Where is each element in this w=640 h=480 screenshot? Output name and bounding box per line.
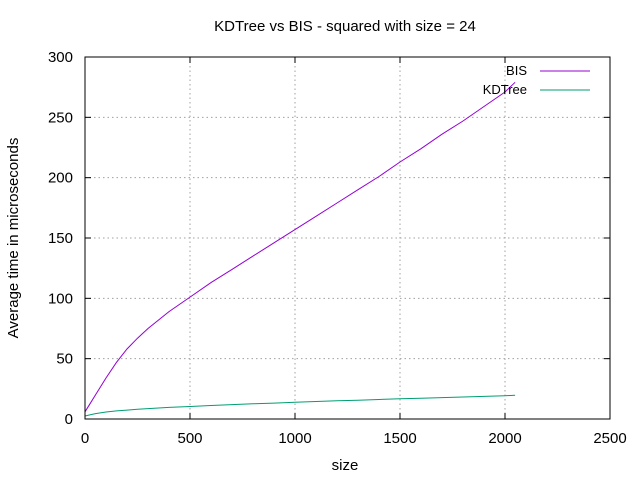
series-line-kdtree bbox=[84, 394, 516, 417]
chart-title: KDTree vs BIS - squared with size = 24 bbox=[214, 18, 476, 35]
legend-label-bis: BIS bbox=[506, 63, 527, 78]
x-tick-label: 2500 bbox=[593, 430, 626, 447]
grid bbox=[85, 57, 610, 419]
y-tick-label: 250 bbox=[48, 109, 73, 126]
x-tick-label: 0 bbox=[81, 430, 89, 447]
legend-label-kdtree: KDTree bbox=[483, 82, 527, 97]
x-axis-label: size bbox=[332, 457, 359, 474]
x-tick-label: 1000 bbox=[278, 430, 311, 447]
x-tick-label: 1500 bbox=[383, 430, 416, 447]
y-tick-label: 200 bbox=[48, 170, 73, 187]
legend: BIS KDTree bbox=[483, 63, 590, 97]
y-tick-label: 300 bbox=[48, 49, 73, 66]
plot-series bbox=[84, 81, 516, 417]
series-line-bis bbox=[84, 81, 516, 413]
y-tick-label: 100 bbox=[48, 290, 73, 307]
x-tick-label: 2000 bbox=[488, 430, 521, 447]
x-tick-label: 500 bbox=[177, 430, 202, 447]
y-tick-label: 50 bbox=[56, 351, 73, 368]
y-tick-label: 0 bbox=[65, 411, 73, 428]
y-axis-label: Average time in microseconds bbox=[5, 138, 22, 339]
axis-ticks: 0 50 100 150 200 250 300 0 500 1000 1500 2000 2500 bbox=[48, 49, 627, 447]
y-tick-label: 150 bbox=[48, 230, 73, 247]
